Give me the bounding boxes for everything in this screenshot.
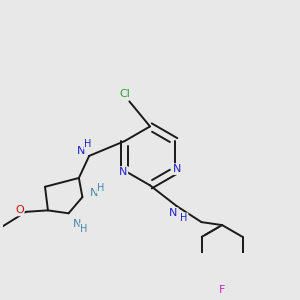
- Text: N: N: [73, 219, 82, 229]
- Text: F: F: [219, 285, 225, 295]
- Text: H: H: [84, 139, 92, 148]
- Text: Cl: Cl: [119, 89, 130, 99]
- Text: H: H: [80, 224, 88, 234]
- Text: H: H: [180, 213, 188, 223]
- Text: H: H: [97, 183, 104, 193]
- Text: O: O: [15, 206, 24, 215]
- Text: N: N: [90, 188, 98, 198]
- Text: N: N: [169, 208, 178, 218]
- Text: N: N: [119, 167, 127, 177]
- Text: N: N: [77, 146, 85, 156]
- Text: N: N: [173, 164, 181, 174]
